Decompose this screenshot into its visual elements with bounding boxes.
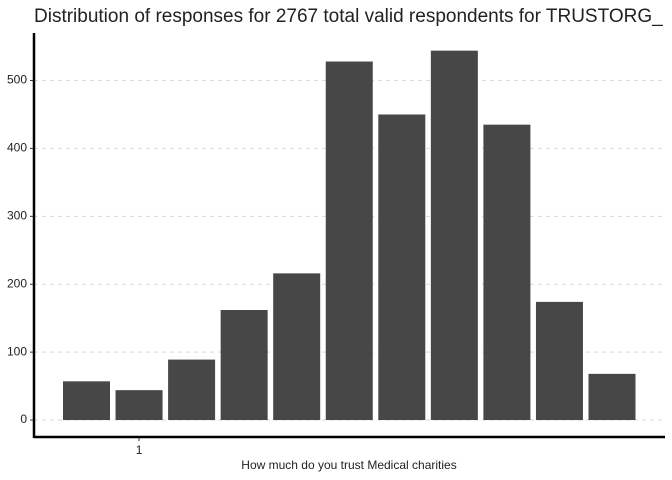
bar	[63, 381, 110, 421]
bar	[588, 373, 636, 421]
bar	[220, 310, 268, 421]
x-tick-label: 1	[136, 443, 143, 457]
y-tick-label: 500	[7, 73, 27, 87]
bar	[483, 124, 531, 421]
y-tick-label: 400	[7, 141, 27, 155]
y-tick-label: 200	[7, 276, 27, 290]
bar	[168, 359, 216, 421]
y-tick-label: 300	[7, 208, 27, 222]
bar	[273, 273, 321, 421]
bar	[430, 50, 478, 421]
x-axis-label: How much do you trust Medical charities	[241, 458, 456, 472]
bar	[378, 114, 426, 421]
bar	[115, 390, 163, 421]
bar	[325, 61, 373, 421]
y-tick-label: 100	[7, 344, 27, 358]
bar	[535, 301, 583, 421]
y-tick-label: 0	[20, 412, 27, 426]
chart-title: Distribution of responses for 2767 total…	[34, 6, 663, 27]
